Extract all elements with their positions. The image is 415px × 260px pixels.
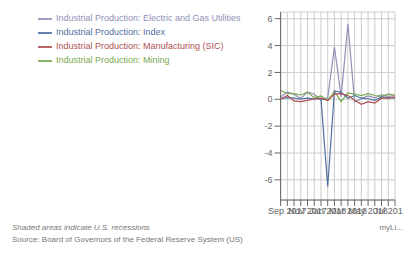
html-text:Industrial Production: Manufac: Industrial Production: Manufacturing (SI… (56, 41, 224, 52)
svg-text:2: 2 (268, 68, 273, 78)
html-text:Industrial Production: Electri: Industrial Production: Electric and Gas … (56, 13, 241, 24)
html-text:myLi...: myLi... (379, 223, 403, 232)
svg-text:0: 0 (268, 94, 273, 104)
svg-text:Jan 2018: Jan 2018 (309, 206, 347, 217)
svg-text:-2: -2 (265, 121, 273, 131)
html-text:Shaded areas indicate U.S. rec: Shaded areas indicate U.S. recessions (12, 223, 150, 232)
svg-text:May 2018: May 2018 (348, 206, 388, 217)
html-text:Industrial Production: Index: Industrial Production: Index (56, 27, 166, 38)
svg-text:-6: -6 (265, 175, 273, 185)
html-text:Industrial Production: Mining: Industrial Production: Mining (56, 55, 170, 66)
svg-text:6: 6 (268, 14, 273, 24)
svg-text:-4: -4 (265, 148, 273, 158)
svg-text:4: 4 (268, 41, 273, 51)
html-text:Source: Board of Governors of: Source: Board of Governors of the Federa… (12, 235, 243, 244)
svg-text:Jul 201: Jul 201 (374, 206, 403, 216)
svg-text:Nov 2017: Nov 2017 (288, 206, 327, 217)
